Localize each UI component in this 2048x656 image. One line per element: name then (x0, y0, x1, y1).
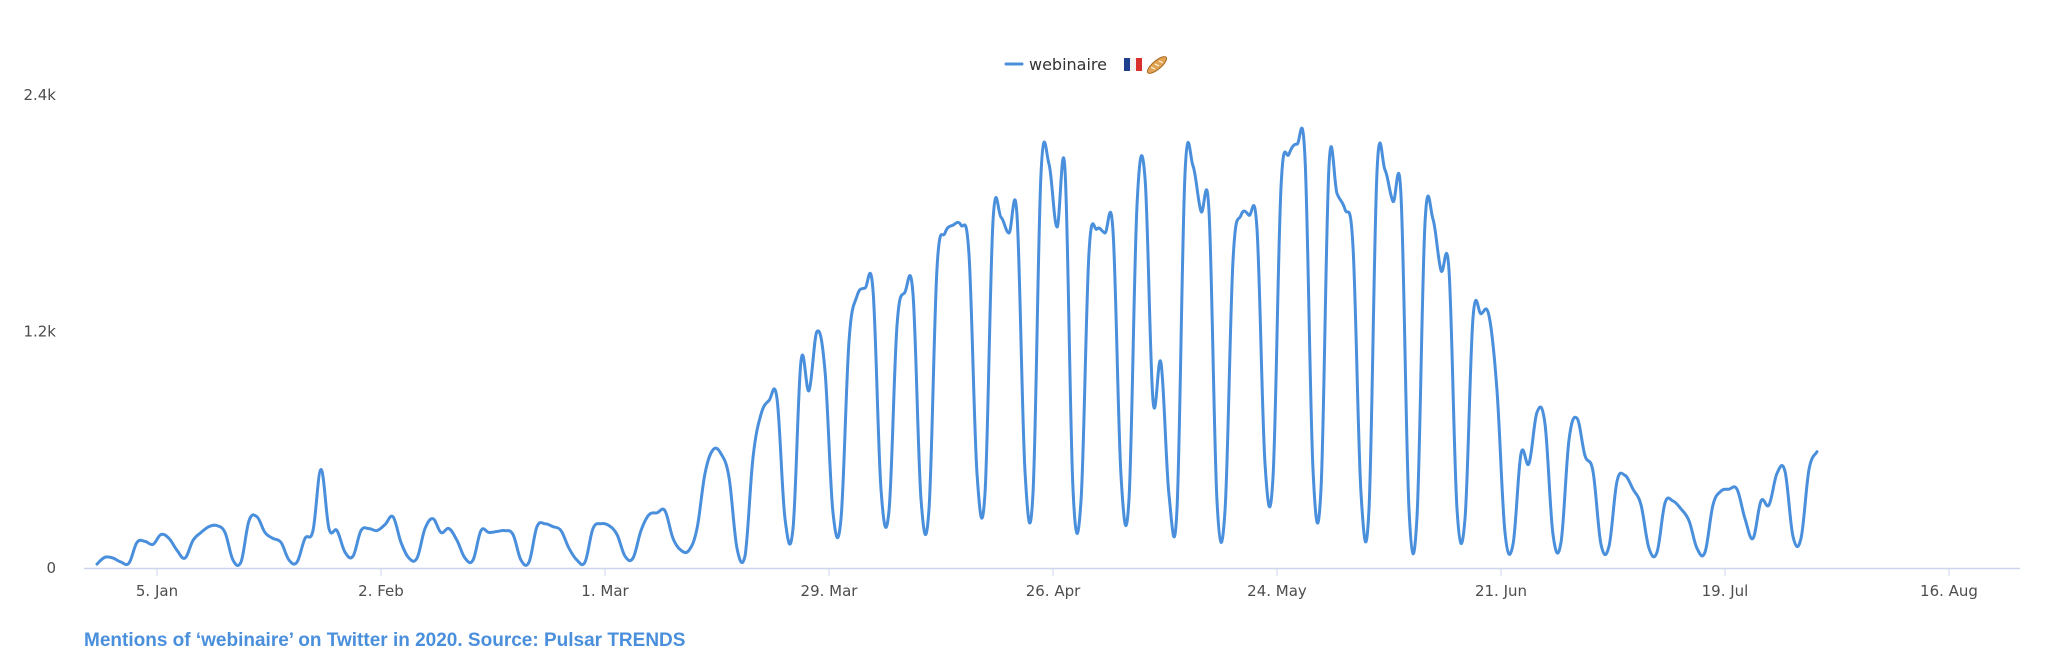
x-tick-label: 29. Mar (801, 582, 859, 600)
series-line-webinaire[interactable] (95, 126, 1819, 567)
y-axis-labels: 0 1.2k 2.4k (23, 86, 56, 577)
x-tick-label: 2. Feb (358, 582, 404, 600)
x-tick-label: 19. Jul (1702, 582, 1749, 600)
legend-label: webinaire (1029, 55, 1107, 74)
chart-caption: Mentions of ‘webinaire’ on Twitter in 20… (84, 630, 686, 651)
y-tick-label: 1.2k (23, 323, 56, 341)
x-tick-label: 5. Jan (136, 582, 178, 600)
french-flag-icon (1124, 58, 1142, 71)
x-tick-label: 24. May (1247, 582, 1307, 600)
y-tick-label: 2.4k (23, 86, 56, 104)
x-tick-label: 21. Jun (1475, 582, 1527, 600)
x-axis-labels: 5. Jan 2. Feb 1. Mar 29. Mar 26. Apr 24. May 2… (136, 568, 1978, 600)
x-tick-label: 16. Aug (1920, 582, 1978, 600)
baguette-icon (1146, 56, 1168, 74)
x-tick-label: 26. Apr (1026, 582, 1081, 600)
y-tick-label: 0 (46, 559, 56, 577)
x-tick-label: 1. Mar (581, 582, 629, 600)
legend[interactable]: webinaire (1004, 54, 1169, 76)
